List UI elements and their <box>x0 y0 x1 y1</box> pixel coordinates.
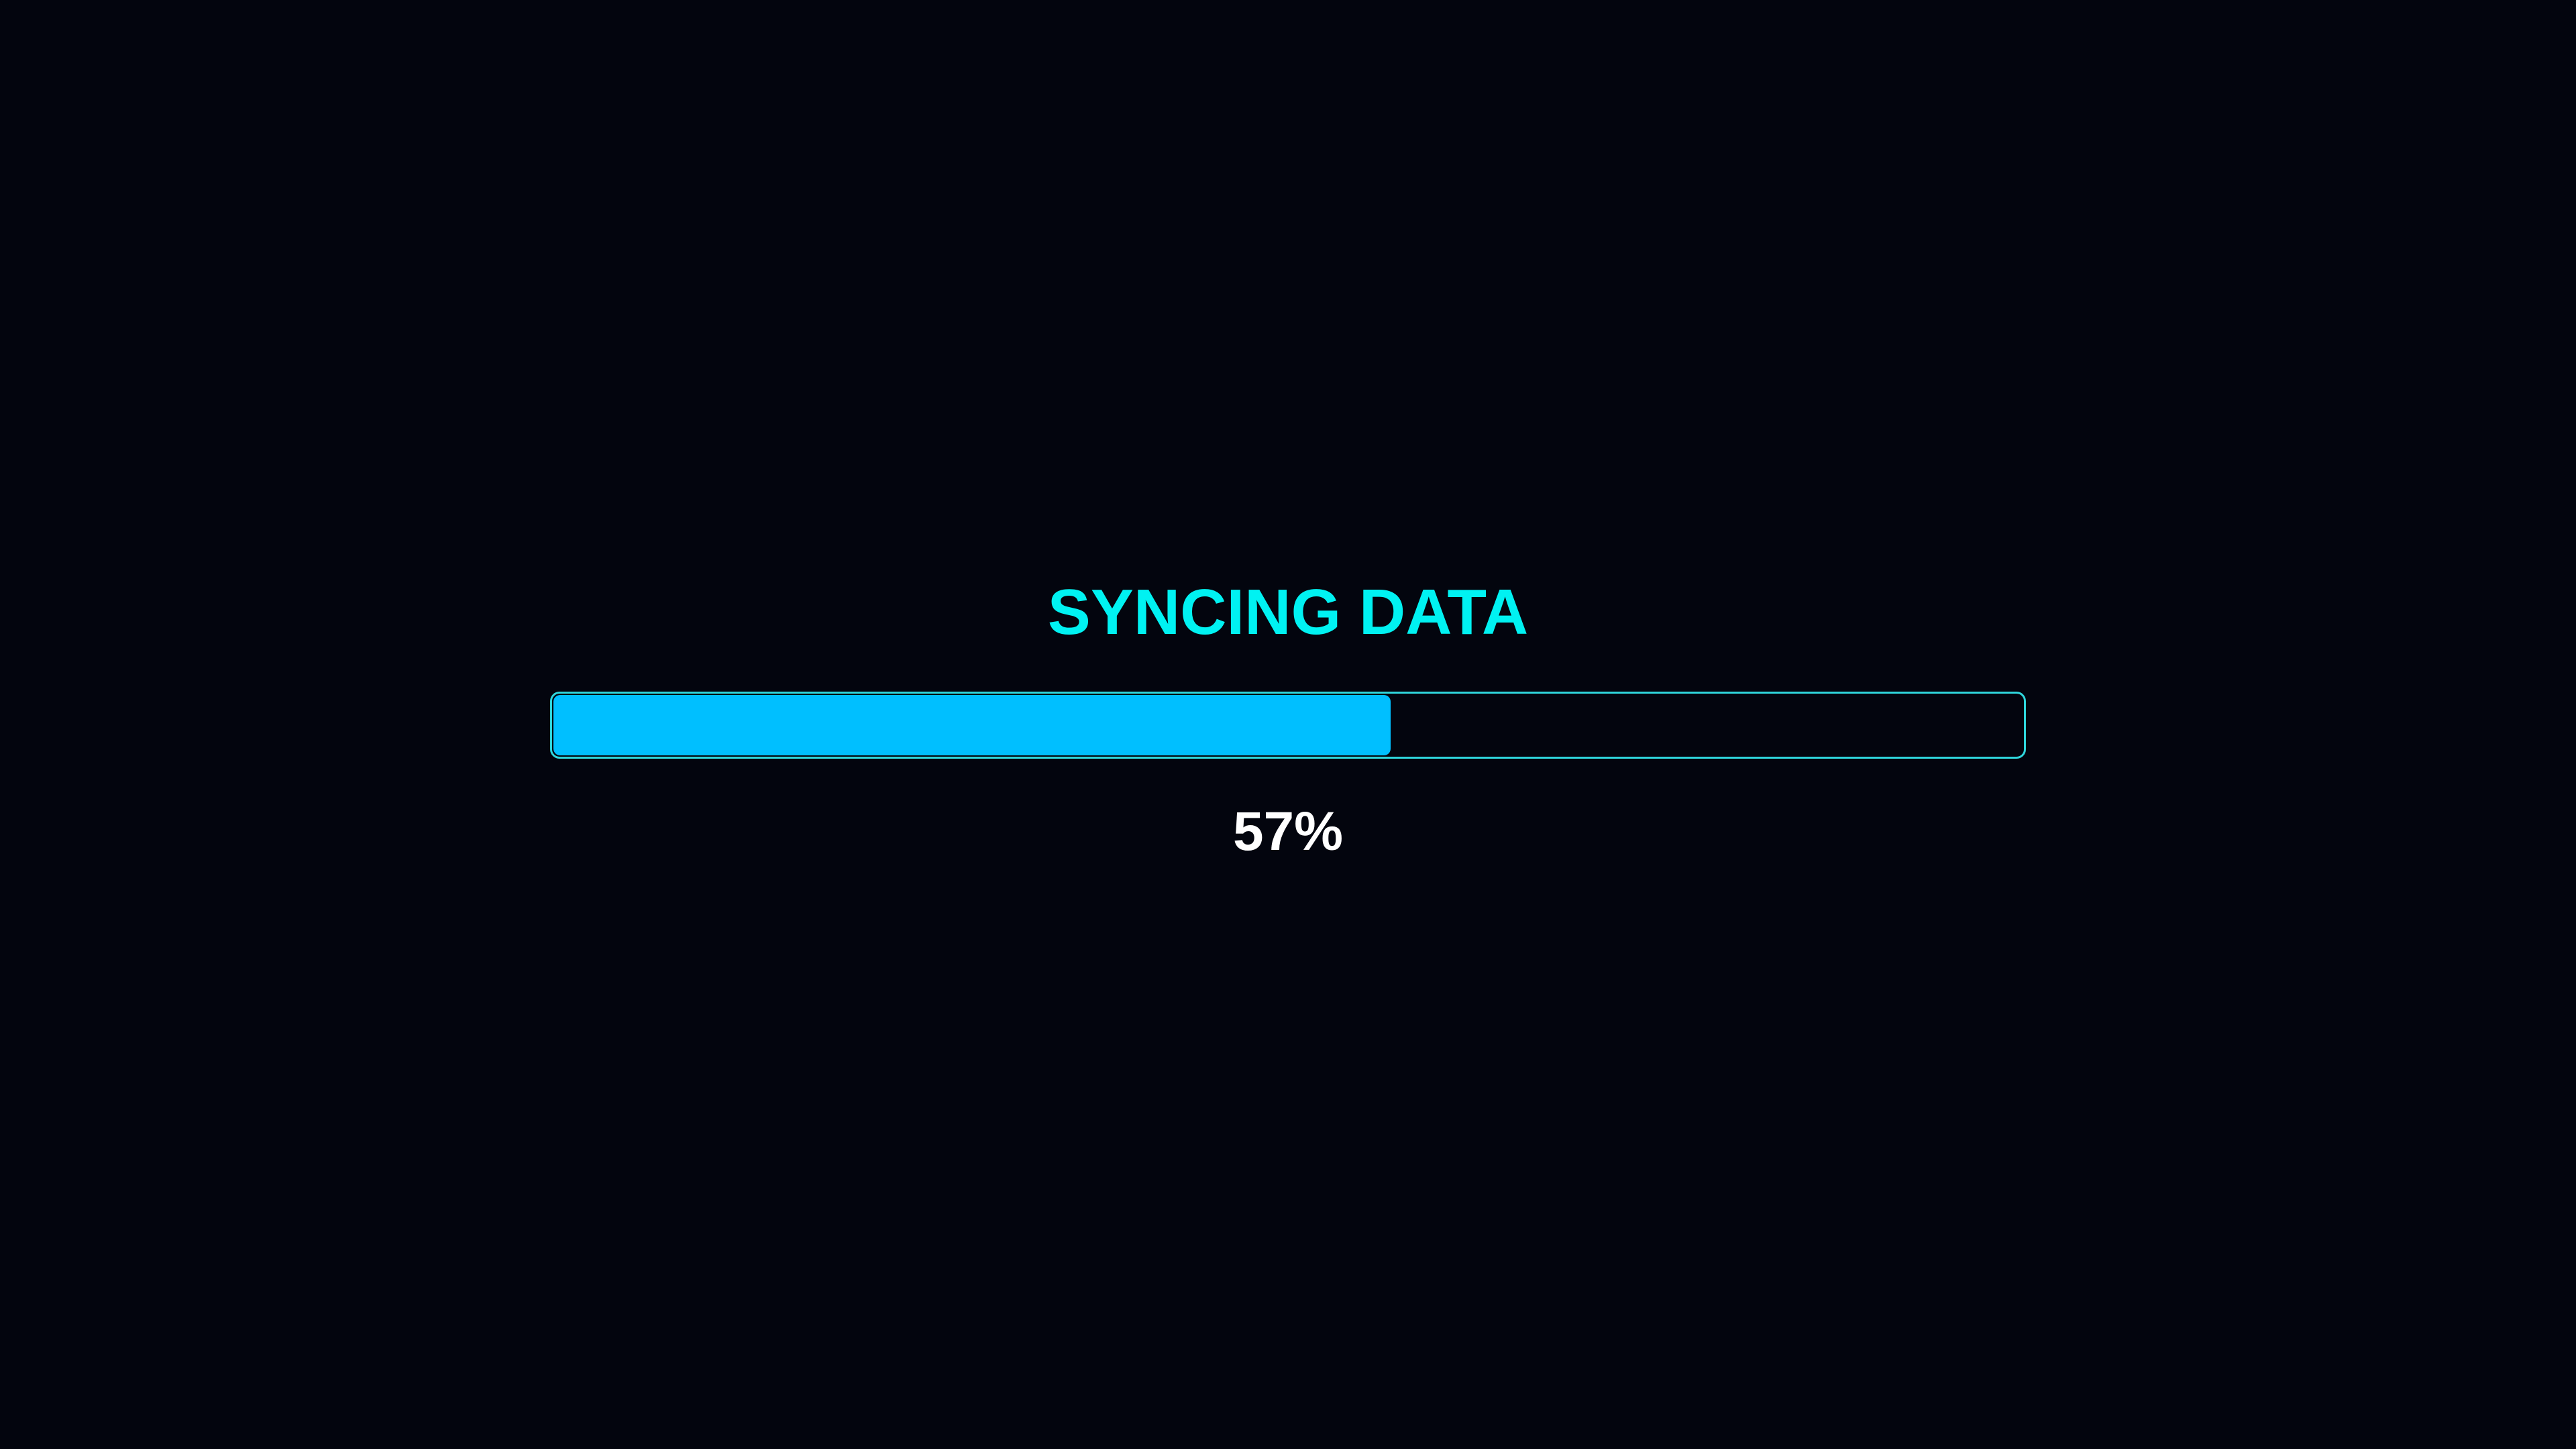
progress-percent: 57% <box>1232 801 1344 862</box>
progress-bar <box>550 692 2026 759</box>
sync-title: SYNCING DATA <box>1047 576 1529 648</box>
progress-fill <box>553 695 1391 755</box>
